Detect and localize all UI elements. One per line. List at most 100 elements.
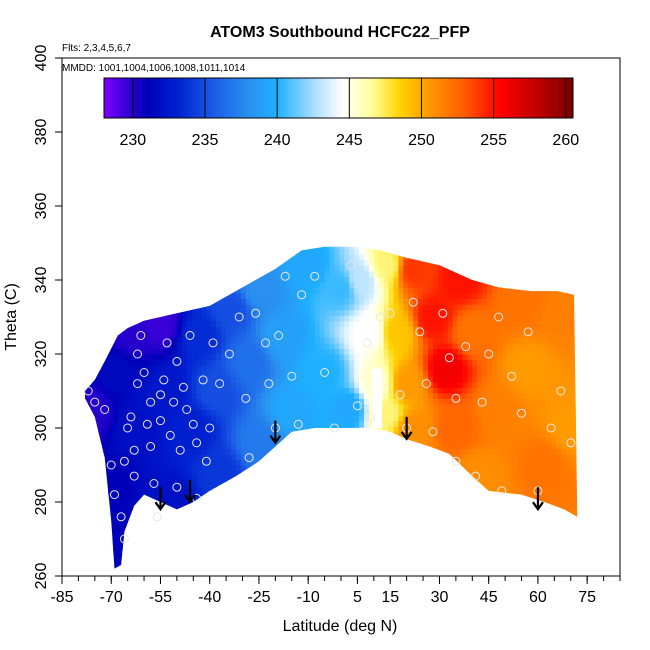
field-cell [413, 287, 419, 294]
field-cell [265, 365, 272, 372]
field-cell [191, 520, 198, 527]
field-cell [423, 354, 429, 361]
field-cell [147, 487, 153, 494]
field-cell [304, 448, 311, 455]
field-cell [196, 342, 203, 350]
field-cell [250, 392, 257, 399]
field-cell [157, 287, 163, 294]
field-cell [408, 281, 414, 288]
field-cell [457, 442, 464, 449]
field-cell [290, 537, 296, 544]
field-cell [235, 487, 242, 494]
field-cell [442, 331, 449, 338]
field-cell [423, 531, 429, 538]
field-cell [349, 476, 355, 483]
field-cell [359, 409, 365, 416]
field-cell [107, 542, 114, 549]
field-cell [462, 459, 468, 466]
field-cell [206, 270, 212, 277]
field-cell [432, 442, 439, 449]
field-cell [442, 426, 449, 433]
field-cell [171, 492, 178, 499]
field-cell [462, 487, 468, 494]
field-cell [368, 270, 375, 277]
field-cell [398, 526, 404, 533]
field-cell [363, 392, 370, 399]
field-cell [339, 315, 345, 322]
field-cell [285, 509, 291, 516]
field-cell [383, 420, 390, 427]
field-cell [196, 309, 203, 316]
field-cell [211, 481, 217, 488]
field-cell [437, 442, 444, 449]
field-cell [334, 281, 340, 288]
field-cell [378, 448, 385, 455]
field-cell [107, 403, 114, 411]
field-cell [467, 315, 473, 322]
field-cell [226, 548, 232, 555]
field-cell [78, 348, 84, 354]
field-cell [329, 509, 336, 516]
field-cell [172, 232, 178, 238]
field-cell [368, 415, 375, 422]
field-cell [176, 403, 183, 411]
field-cell [418, 246, 424, 250]
field-cell [373, 470, 380, 477]
field-cell [107, 420, 114, 427]
field-cell [299, 270, 306, 277]
field-cell [270, 509, 276, 516]
field-cell [113, 232, 119, 238]
field-cell [85, 342, 89, 350]
field-cell [98, 232, 104, 238]
field-cell [432, 487, 439, 494]
field-cell [413, 415, 419, 422]
field-cell [324, 276, 331, 283]
field-cell [299, 392, 306, 399]
field-cell [304, 326, 311, 333]
field-cell [378, 431, 385, 438]
field-cell [457, 559, 464, 566]
field-cell [324, 392, 331, 399]
field-cell [403, 559, 409, 566]
field-cell [467, 254, 473, 261]
field-cell [186, 309, 193, 316]
field-cell [344, 259, 350, 266]
field-cell [235, 420, 242, 427]
field-cell [427, 403, 434, 411]
field-cell [265, 359, 272, 366]
field-cell [452, 509, 459, 516]
field-cell [418, 437, 424, 444]
field-cell [270, 564, 276, 569]
field-cell [319, 381, 326, 388]
field-cell [354, 509, 360, 516]
field-cell [452, 487, 459, 494]
field-cell [201, 376, 208, 383]
field-cell [147, 265, 153, 272]
field-cell [418, 553, 424, 560]
field-cell [181, 370, 188, 377]
field-cell [295, 248, 301, 255]
field-cell [98, 487, 104, 494]
field-cell [260, 304, 267, 311]
field-cell [152, 365, 158, 372]
field-cell [427, 298, 434, 305]
field-cell [240, 514, 247, 522]
field-cell [413, 392, 419, 399]
field-cell [265, 398, 272, 405]
field-cell [418, 387, 424, 394]
field-cell [162, 559, 168, 566]
field-cell [137, 359, 144, 366]
field-cell [349, 232, 355, 238]
field-cell [462, 292, 468, 300]
field-cell [329, 514, 336, 522]
field-cell [142, 520, 148, 527]
field-cell [171, 437, 178, 444]
field-cell [231, 315, 237, 322]
field-cell [235, 320, 242, 327]
field-cell [359, 287, 365, 294]
field-cell [122, 509, 129, 516]
field-cell [250, 476, 257, 483]
field-cell [186, 398, 193, 405]
field-cell [191, 437, 198, 444]
field-cell [363, 365, 370, 372]
